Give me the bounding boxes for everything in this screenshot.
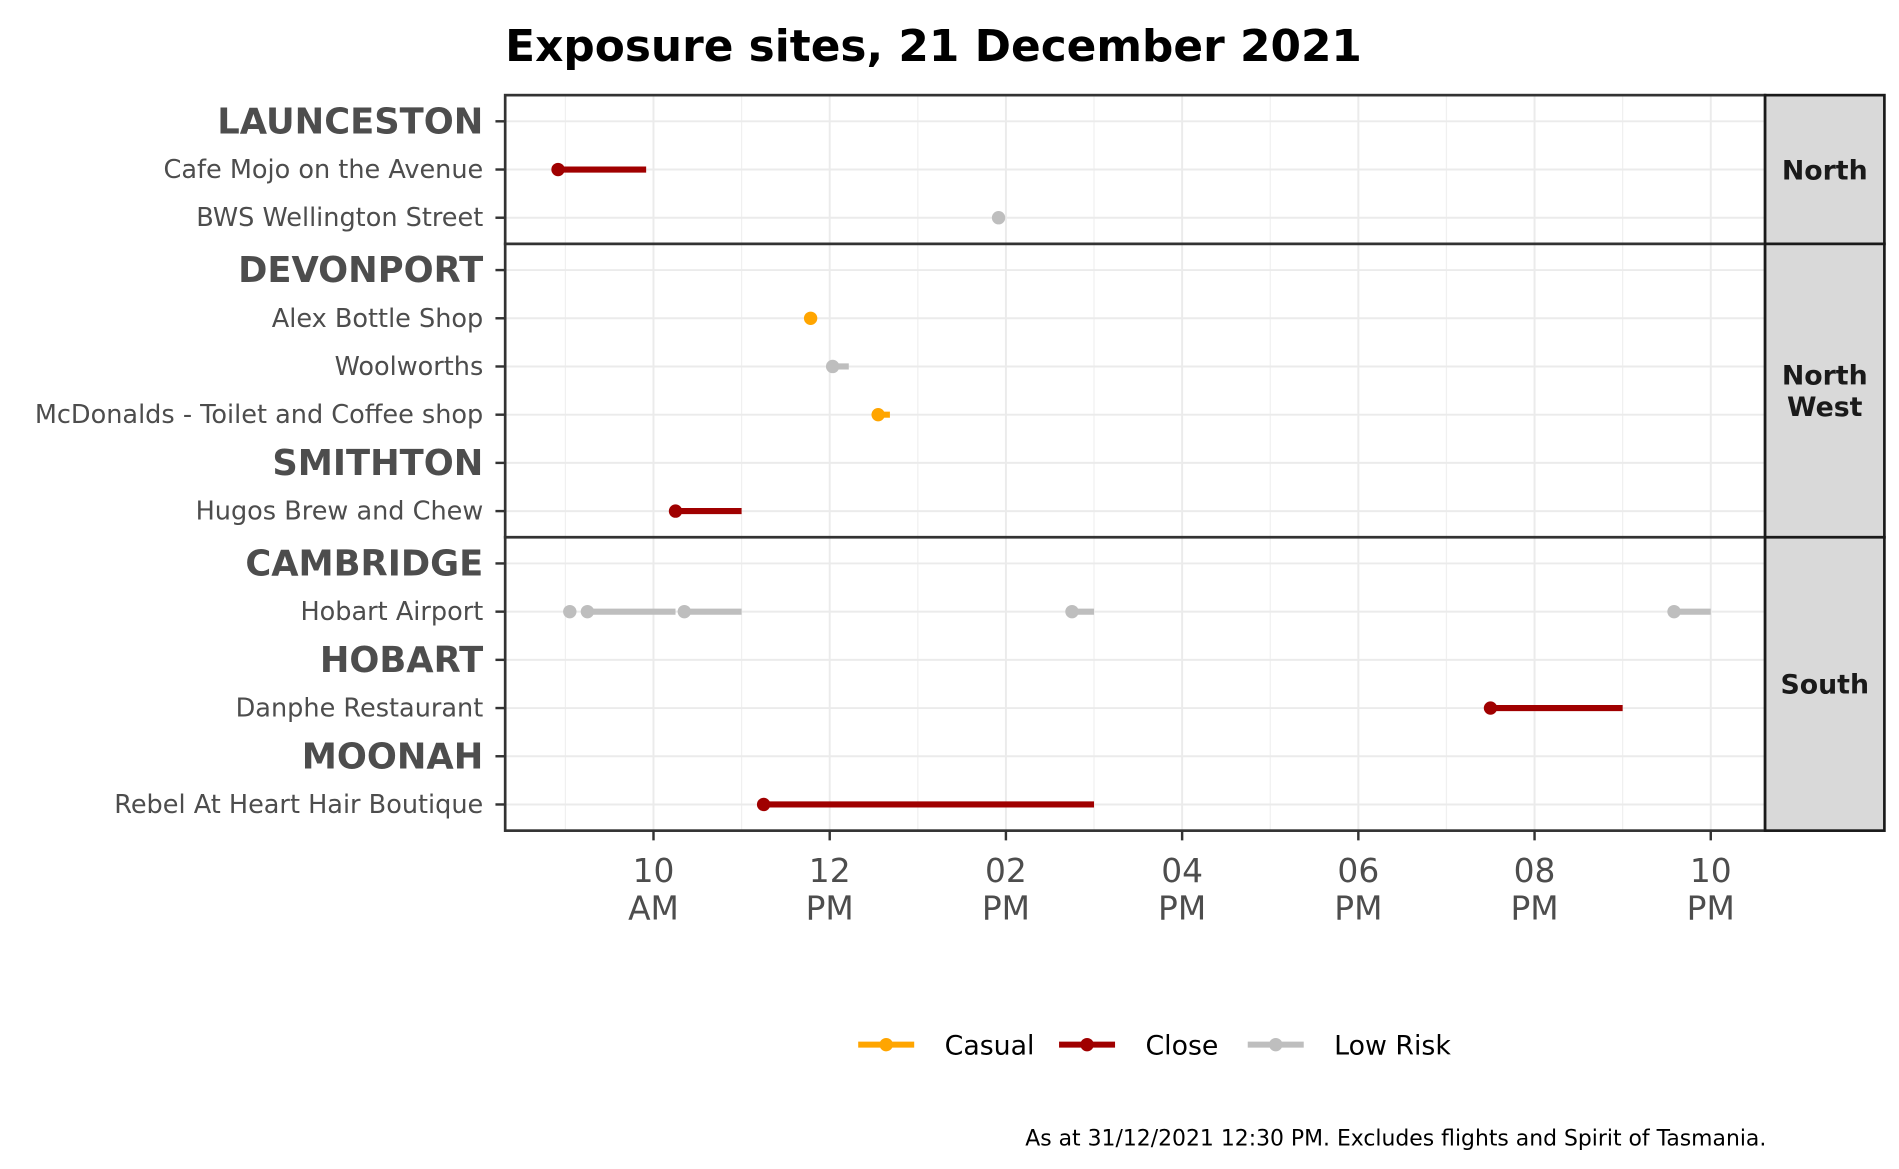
- segment-start-point: [1065, 604, 1079, 619]
- exposure-segment: [991, 211, 1006, 225]
- site-label: McDonalds - Toilet and Coffee shop: [35, 400, 483, 430]
- site-label: Danphe Restaurant: [236, 694, 484, 724]
- segment-start-point: [551, 162, 565, 177]
- panel-background: [505, 537, 1766, 831]
- x-tick-label: 10: [1690, 851, 1732, 890]
- facet-strip-label: North: [1782, 155, 1868, 186]
- segment-start-point: [871, 407, 885, 422]
- legend-item: Low Risk: [1247, 1030, 1451, 1061]
- exposure-segment: [580, 604, 676, 619]
- x-tick-label: PM: [806, 889, 854, 928]
- panel-background: [505, 243, 1766, 538]
- segment-start-point: [668, 504, 683, 518]
- x-tick-label: 10: [633, 851, 675, 890]
- site-label: Rebel At Heart Hair Boutique: [114, 790, 483, 820]
- legend-label: Casual: [945, 1030, 1035, 1061]
- segment-start-point: [756, 797, 771, 812]
- facet-strip-label: South: [1780, 670, 1869, 701]
- exposure-segment: [756, 797, 1095, 812]
- segment-start-point: [1483, 701, 1498, 715]
- location-heading: MOONAH: [302, 736, 484, 777]
- location-heading: HOBART: [320, 640, 483, 681]
- exposure-segment: [1667, 604, 1711, 619]
- segment-start-point: [825, 359, 840, 374]
- site-label: Woolworths: [335, 352, 484, 382]
- site-label: Hobart Airport: [300, 597, 483, 627]
- panel-2: CAMBRIDGE Hobart Airport HOBART Danphe Rest…: [114, 535, 1886, 832]
- x-tick-label: 12: [809, 851, 851, 890]
- x-tick-label: AM: [628, 889, 679, 928]
- legend-key-point: [1269, 1037, 1283, 1052]
- segment-start-point: [991, 211, 1006, 225]
- legend-item: Close: [1059, 1030, 1218, 1061]
- x-tick-label: PM: [1687, 889, 1735, 928]
- segment-start-point: [563, 604, 577, 619]
- exposure-segment: [1483, 701, 1623, 715]
- panels: LAUNCESTON Cafe Mojo on the Avenue BWS Wel…: [35, 93, 1886, 832]
- legend: Casual Close Low Risk: [858, 1030, 1451, 1061]
- caption: As at 31/12/2021 12:30 PM. Excludes flig…: [1025, 1127, 1766, 1152]
- exposure-segment: [825, 359, 849, 374]
- x-tick-label: PM: [1158, 889, 1206, 928]
- legend-item: Casual: [858, 1030, 1034, 1061]
- location-heading: SMITHTON: [272, 443, 483, 484]
- x-tick-label: PM: [1334, 889, 1382, 928]
- facet-strip-label: West: [1787, 392, 1863, 423]
- location-heading: DEVONPORT: [238, 250, 483, 291]
- exposure-segment: [563, 604, 577, 619]
- location-heading: CAMBRIDGE: [245, 544, 483, 585]
- panel-1: DEVONPORT Alex Bottle Shop Woolworths McDon…: [35, 242, 1886, 539]
- segment-start-point: [803, 311, 818, 325]
- exposure-segment: [551, 162, 647, 177]
- legend-key-point: [1080, 1037, 1094, 1052]
- legend-label: Close: [1145, 1030, 1218, 1061]
- x-tick-label: 02: [985, 851, 1027, 890]
- panel-0: LAUNCESTON Cafe Mojo on the Avenue BWS Wel…: [164, 93, 1886, 246]
- chart-title: Exposure sites, 21 December 2021: [505, 21, 1362, 72]
- facet-strip: [1763, 93, 1886, 246]
- site-label: Hugos Brew and Chew: [196, 497, 484, 527]
- exposure-segment: [803, 311, 818, 325]
- x-tick-label: PM: [1510, 889, 1558, 928]
- segment-start-point: [580, 604, 595, 619]
- site-label: Alex Bottle Shop: [272, 304, 483, 334]
- segment-start-point: [1667, 604, 1681, 619]
- exposure-segment: [668, 504, 742, 518]
- facet-strip: [1763, 535, 1886, 832]
- exposure-segment: [677, 604, 742, 619]
- exposure-segment: [1065, 604, 1095, 619]
- x-tick-label: 08: [1514, 851, 1556, 890]
- exposure-segment: [871, 407, 890, 422]
- facet-strip-label: North: [1782, 360, 1868, 391]
- legend-key-point: [879, 1037, 893, 1052]
- x-tick-label: 06: [1337, 851, 1379, 890]
- x-tick-label: 04: [1161, 851, 1203, 890]
- facet-strip: [1763, 242, 1886, 539]
- x-tick-label: PM: [982, 889, 1030, 928]
- site-label: BWS Wellington Street: [196, 203, 483, 233]
- segment-start-point: [677, 604, 692, 619]
- location-heading: LAUNCESTON: [217, 101, 483, 142]
- site-label: Cafe Mojo on the Avenue: [164, 155, 484, 185]
- legend-label: Low Risk: [1334, 1030, 1451, 1061]
